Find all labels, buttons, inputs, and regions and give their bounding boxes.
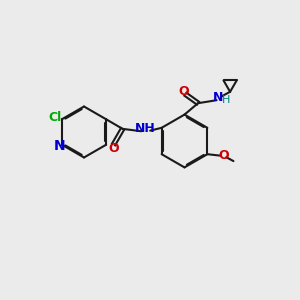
Text: H: H xyxy=(221,95,230,105)
Text: O: O xyxy=(108,142,119,154)
Text: N: N xyxy=(54,139,66,153)
Text: N: N xyxy=(213,91,223,104)
Text: O: O xyxy=(219,149,229,162)
Text: O: O xyxy=(178,85,189,98)
Text: Cl: Cl xyxy=(49,111,62,124)
Text: NH: NH xyxy=(135,122,155,135)
